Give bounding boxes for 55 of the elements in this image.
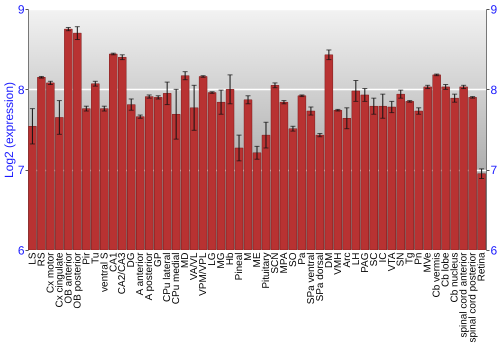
x-tick-label: SN [396,252,407,266]
x-tick-label: LH [350,252,362,266]
y2-tick-label: 8 [490,82,498,97]
x-tick-label: Arc [342,252,353,268]
x-tick-label: PAG [360,252,371,273]
x-tick-label: DG [126,252,138,268]
x-tick-label: Cx cingulate [54,252,66,308]
x-tick-label: Hb [225,252,236,266]
x-tick-label: spinal cord anterior [458,252,470,338]
x-tick-label: VMH [332,252,344,275]
x-tick-label: MPA [278,252,290,274]
y-tick-label: 8 [18,82,25,97]
x-tick-label: CPu medial [171,252,182,304]
x-tick-label: Pir [81,252,92,265]
x-tick-label: LG [207,252,218,266]
y-tick-label: 7 [18,163,25,178]
y2-tick-label: 7 [490,163,498,178]
x-tick-label: SCN [270,252,281,274]
y-axis-title: Log2 (expression) [2,82,16,178]
x-tick-label: Cx motor [45,252,56,294]
x-tick-label: SPa ventral [306,252,317,304]
x-tick-label: Pa [296,252,308,265]
x-tick-label: Pn [414,252,425,265]
x-tick-label: CA2/CA3 [117,252,128,294]
y2-tick-label: 9 [490,2,498,16]
x-tick-label: SC [368,252,380,266]
x-tick-label: Cb nucleus [450,252,461,303]
x-tick-label: ME [252,252,263,268]
x-tick-label: spinal cord posterior [468,252,479,343]
x-tick-label: VTA [386,252,398,272]
x-tick-label: RS [36,252,48,266]
x-tick-label: Tg [404,252,416,264]
x-tick-label: Pituitary [260,252,272,289]
x-tick-label: Retina [476,252,488,282]
y-tick-label: 6 [18,244,25,258]
x-tick-label: MVe [422,252,434,273]
x-tick-label: OB anterior [63,252,74,304]
y-tick-label: 9 [18,2,25,16]
x-tick-label: SO [288,252,299,267]
x-tick-label: A posterior [144,252,156,300]
x-tick-label: LS [27,252,38,265]
x-tick-label: A anterior [135,252,146,296]
x-tick-label: DM [324,252,335,268]
x-tick-label: Pineal [234,252,246,280]
x-tick-label: GP [153,252,164,267]
x-tick-label: Cb lobe [440,252,452,287]
x-tick-label: VPM/VPL [198,252,210,296]
x-tick-label: Tu [90,252,102,264]
x-tick-label: M [243,252,254,261]
y2-tick-label: 6 [490,244,498,258]
x-tick-label: ventral S [99,252,110,292]
x-tick-label: CA1 [108,252,120,272]
x-tick-label: SPa dorsal [314,252,326,302]
x-tick-label: OB posterior [72,252,84,309]
x-tick-label: IC [378,252,389,262]
